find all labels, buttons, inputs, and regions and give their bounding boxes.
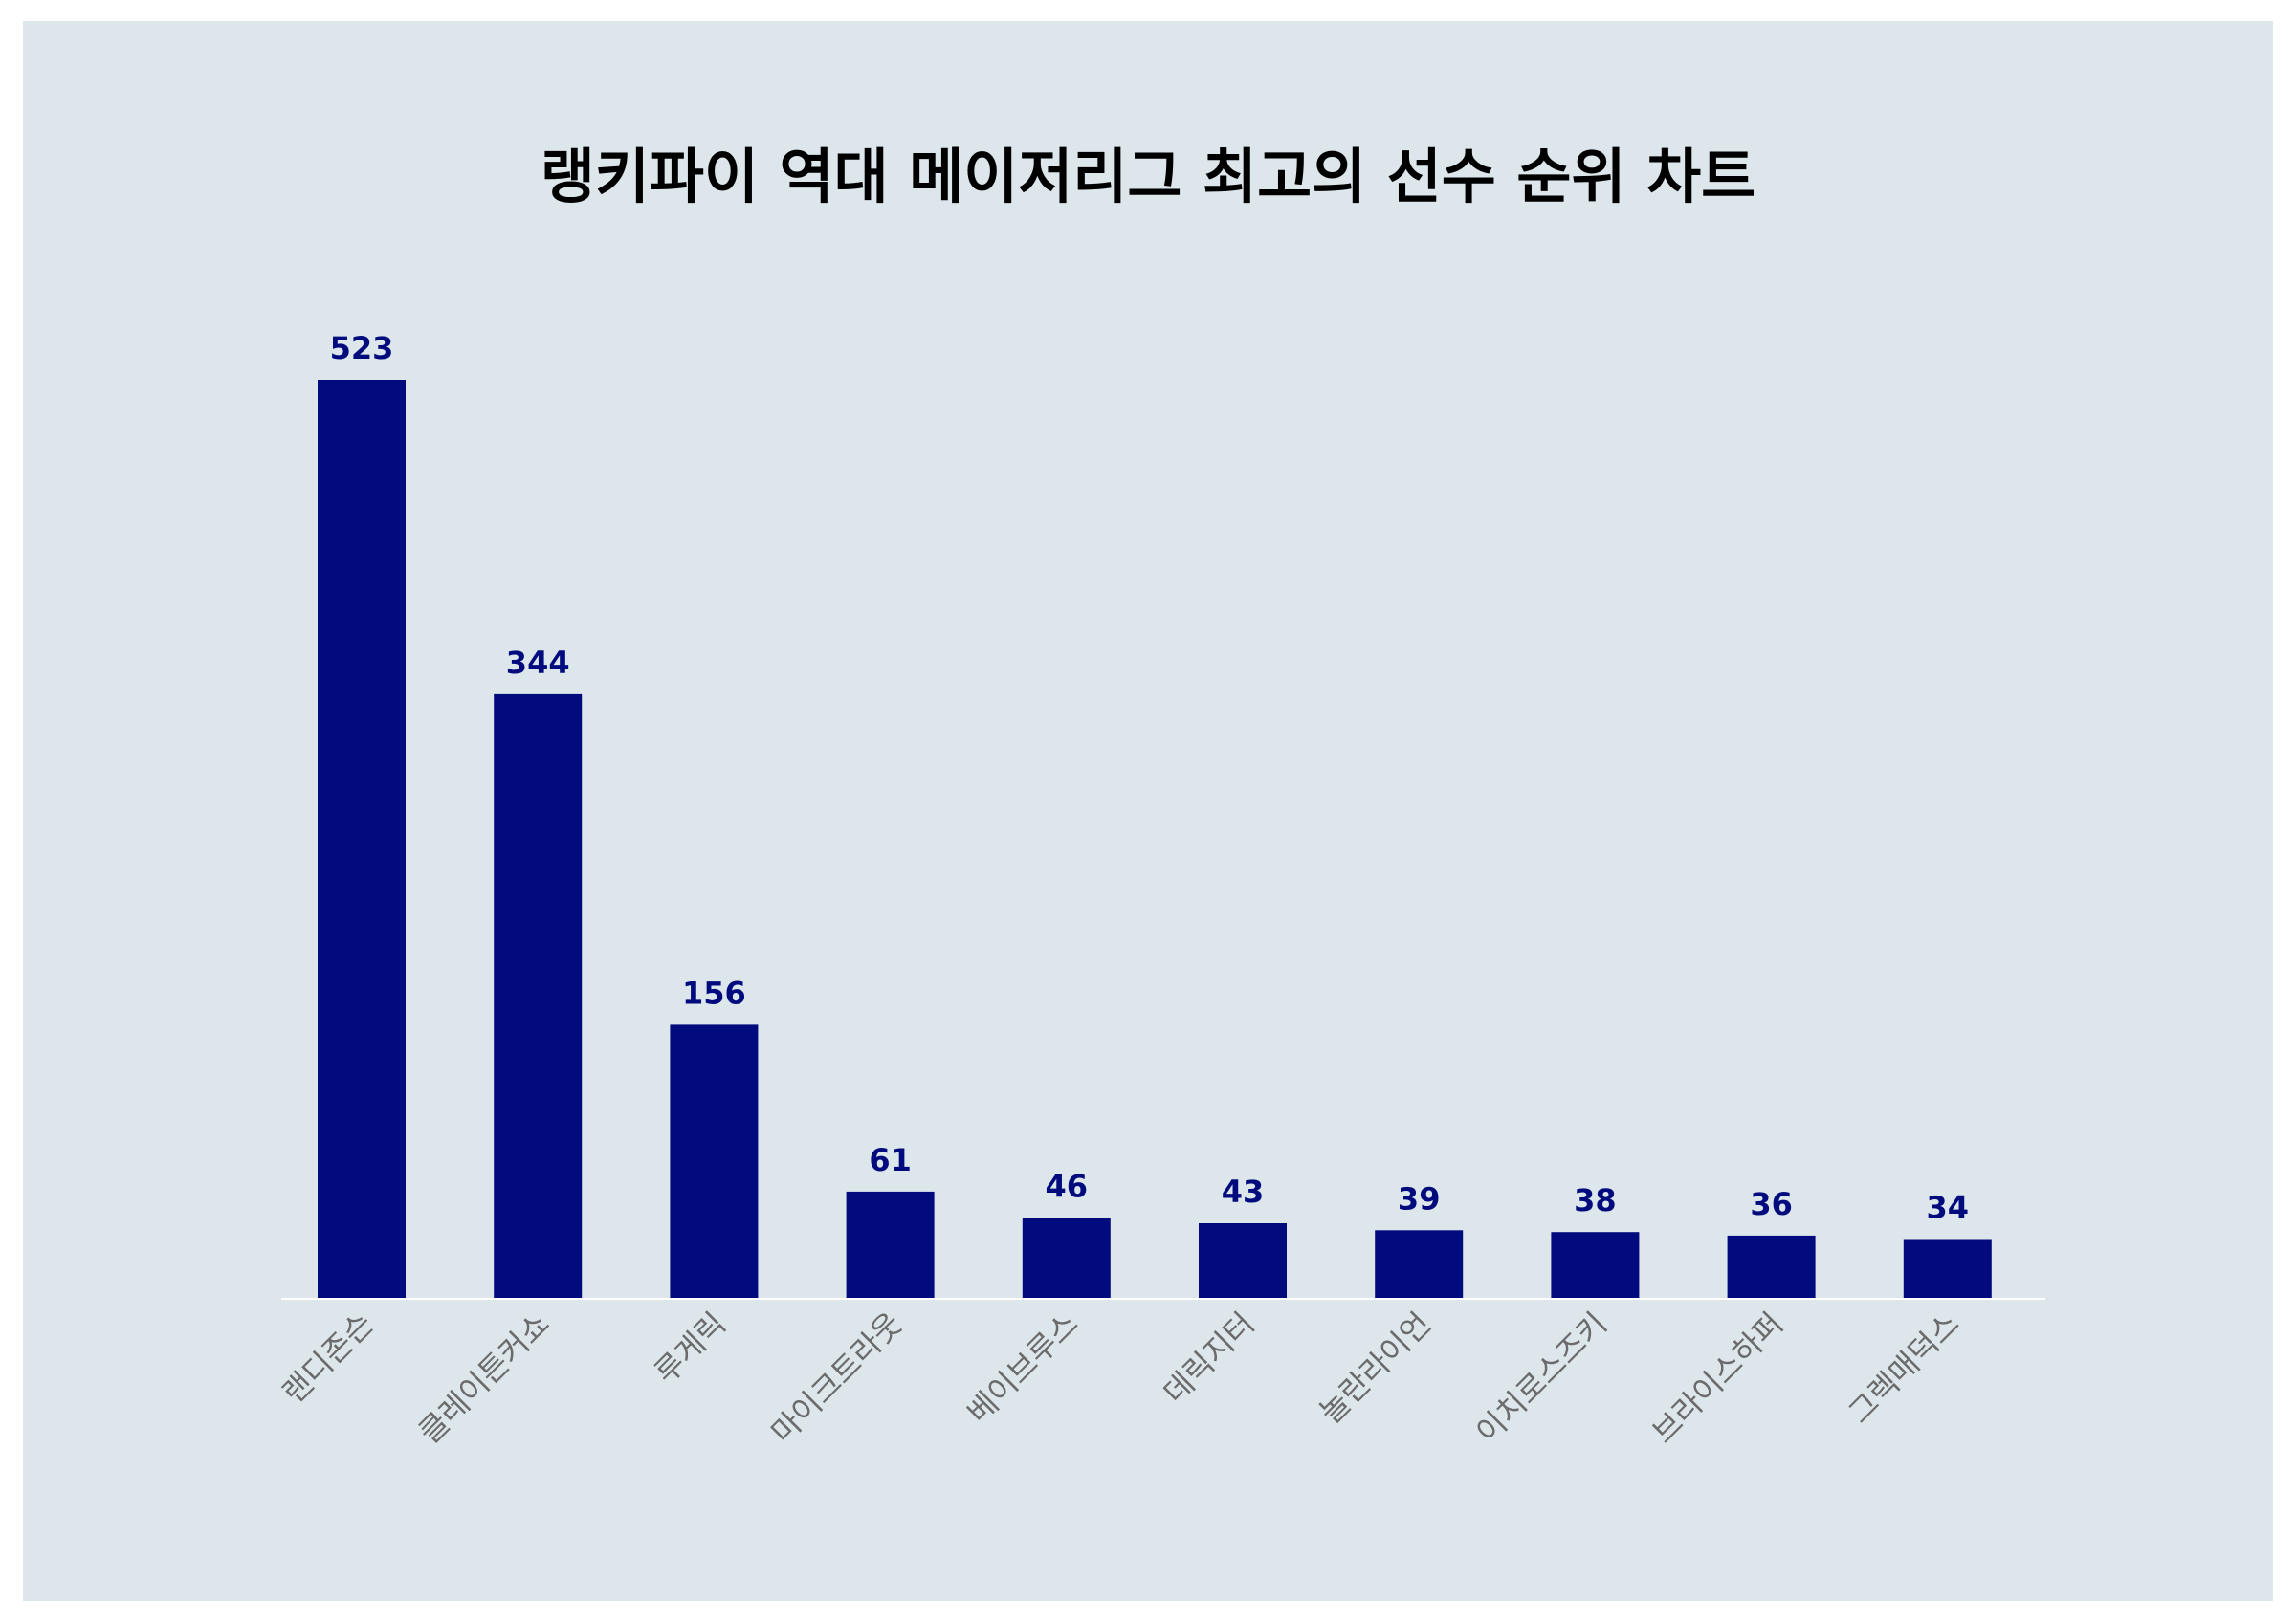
x-tick-label-5: 베이브루스 [960,1306,1085,1431]
x-tick-label-2: 클레이튼커쇼 [411,1306,557,1451]
bar-2 [494,693,583,1299]
value-label-7: 39 [1398,1180,1441,1217]
value-label-4: 61 [869,1142,912,1178]
bar-chart: 랭키파이 역대 메이저리그 최고의 선수 순위 차트 523 344 156 61 46… [276,142,2045,1451]
x-tick-label-3: 루게릭 [648,1306,733,1391]
bar-10 [1903,1239,1992,1299]
value-label-2: 344 [506,645,570,681]
bars-group [318,380,1992,1299]
x-tick-label-6: 데릭지터 [1157,1306,1262,1411]
bar-9 [1727,1235,1816,1299]
chart-panel: 랭키파이 역대 메이저리그 최고의 선수 순위 차트 523 344 156 61 46… [23,21,2273,1601]
value-label-9: 36 [1750,1186,1793,1222]
value-label-10: 34 [1927,1190,1970,1226]
bar-1 [318,380,406,1299]
x-tick-label-10: 그렉매덕스 [1841,1306,1966,1431]
bar-3 [670,1024,759,1299]
x-tick-labels-group: 랜디존슨 클레이튼커쇼 루게릭 마이크트라웃 베이브루스 데릭지터 놀란라이언 이치로스즈키 브… [276,1306,1967,1451]
chart-title: 랭키파이 역대 메이저리그 최고의 선수 순위 차트 [541,142,1755,211]
x-tick-label-7: 놀란라이언 [1313,1306,1438,1431]
bar-8 [1551,1232,1640,1299]
value-labels-group: 523 344 156 61 46 43 39 38 36 34 [330,330,1969,1226]
x-tick-label-8: 이치로스즈키 [1468,1306,1614,1451]
value-label-8: 38 [1574,1182,1617,1218]
bar-4 [846,1191,935,1299]
x-tick-label-4: 마이크트라웃 [763,1306,909,1451]
value-label-1: 523 [330,330,394,366]
bar-6 [1199,1223,1287,1299]
bar-5 [1022,1218,1111,1299]
x-tick-label-9: 브라이스하퍼 [1645,1306,1790,1451]
value-label-3: 156 [682,975,746,1011]
value-label-6: 43 [1222,1174,1265,1210]
x-tick-label-1: 랜디존슨 [276,1306,381,1411]
value-label-5: 46 [1046,1169,1089,1205]
bar-7 [1375,1230,1464,1299]
